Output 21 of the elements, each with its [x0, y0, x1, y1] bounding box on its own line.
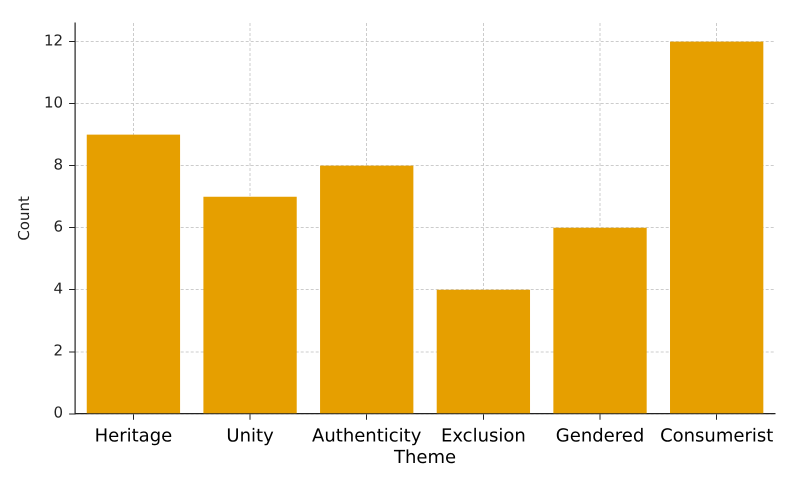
x-tick-label: Exclusion — [440, 425, 526, 446]
y-tick-label: 12 — [44, 32, 64, 50]
x-tick-label: Gendered — [556, 425, 644, 446]
x-tick-label: Consumerist — [660, 425, 774, 446]
bar — [553, 228, 647, 414]
y-tick-label: 6 — [54, 218, 64, 236]
y-axis-title: Count — [14, 196, 33, 241]
x-tick-label: Authenticity — [312, 425, 422, 446]
x-tick-label: Unity — [226, 425, 274, 446]
bar — [320, 166, 414, 414]
y-tick-label: 4 — [54, 280, 64, 298]
y-tick-label: 2 — [54, 342, 64, 360]
bar — [670, 42, 764, 414]
x-tick-label: Heritage — [94, 425, 172, 446]
bar — [203, 196, 297, 414]
y-tick-label: 10 — [44, 94, 64, 112]
bar — [86, 134, 180, 414]
y-tick-label: 0 — [54, 404, 64, 422]
y-tick-label: 8 — [54, 156, 64, 174]
bar — [436, 290, 530, 414]
x-axis-title: Theme — [392, 446, 456, 468]
